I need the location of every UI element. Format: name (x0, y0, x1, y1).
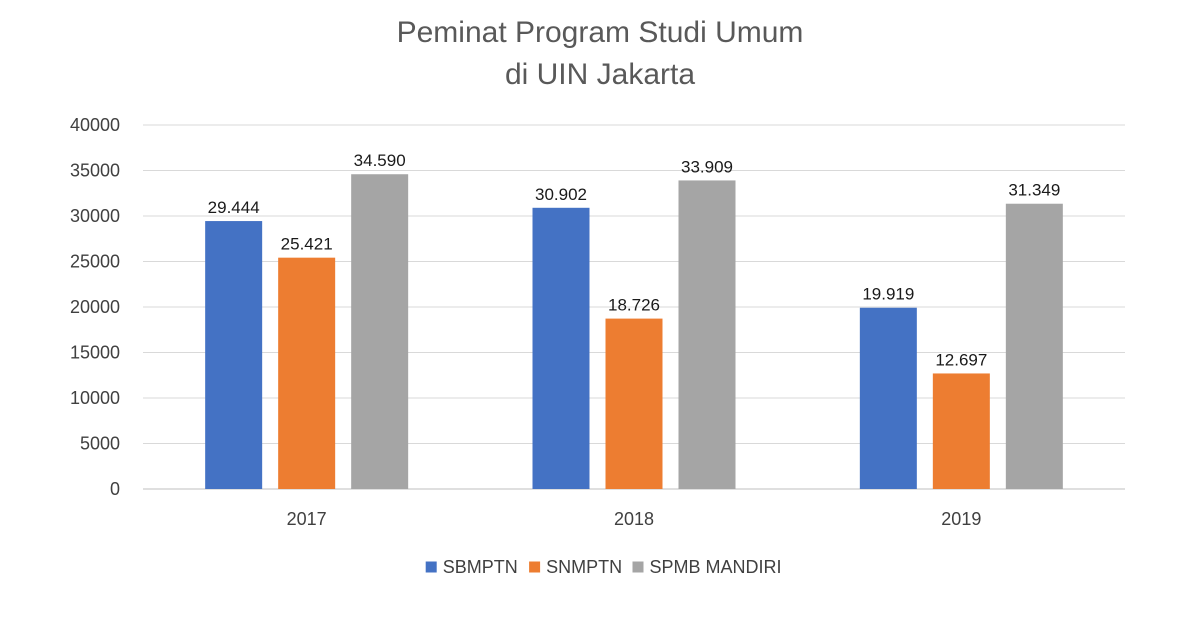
data-label: 18.726 (608, 296, 660, 315)
chart-title-line-1: Peminat Program Studi Umum (397, 16, 804, 49)
data-label: 29.444 (208, 198, 260, 217)
y-tick-label: 40000 (70, 115, 120, 135)
legend-swatch-spmb-mandiri (632, 561, 644, 573)
chart-title-line-2: di UIN Jakarta (505, 58, 695, 91)
y-tick-label: 25000 (70, 252, 120, 272)
x-tick-label: 2017 (287, 509, 327, 529)
y-tick-label: 5000 (80, 434, 120, 454)
data-label: 12.697 (935, 350, 987, 369)
data-label: 34.590 (354, 151, 406, 170)
y-tick-label: 10000 (70, 388, 120, 408)
bar-spmb-mandiri-2017 (351, 174, 409, 489)
bar-snmptn-2017 (278, 257, 336, 489)
bar-snmptn-2018 (605, 318, 663, 489)
bar-spmb-mandiri-2019 (1005, 203, 1063, 489)
data-label: 30.902 (535, 185, 587, 204)
y-tick-label: 15000 (70, 343, 120, 363)
x-tick-label: 2019 (941, 509, 981, 529)
legend-swatch-sbmptn (425, 561, 437, 573)
y-tick-label: 20000 (70, 297, 120, 317)
bar-sbmptn-2018 (532, 207, 590, 489)
data-label: 19.919 (862, 285, 914, 304)
bar-spmb-mandiri-2018 (678, 180, 736, 489)
x-axis: 2017 2018 2019 (287, 509, 982, 529)
data-label: 31.349 (1008, 181, 1060, 200)
chart-title: Peminat Program Studi Umum di UIN Jakart… (397, 16, 804, 91)
legend-swatch-snmptn (529, 561, 541, 573)
legend-label: SNMPTN (546, 557, 622, 577)
bar-sbmptn-2019 (859, 307, 917, 489)
bars: 29.444 25.421 34.590 30.902 18.726 33.909 19.9… (205, 151, 1063, 489)
y-tick-label: 30000 (70, 206, 120, 226)
y-tick-label: 0 (110, 479, 120, 499)
legend: SBMPTN SNMPTN SPMB MANDIRI (425, 557, 782, 577)
bar-sbmptn-2017 (205, 221, 263, 489)
data-label: 25.421 (281, 235, 333, 254)
y-axis: 0 5000 10000 15000 20000 25000 30000 35000 40000 (70, 115, 120, 499)
y-tick-label: 35000 (70, 161, 120, 181)
legend-label: SPMB MANDIRI (650, 557, 782, 577)
x-tick-label: 2018 (614, 509, 654, 529)
data-label: 33.909 (681, 157, 733, 176)
bar-snmptn-2019 (932, 373, 990, 489)
legend-label: SBMPTN (443, 557, 518, 577)
